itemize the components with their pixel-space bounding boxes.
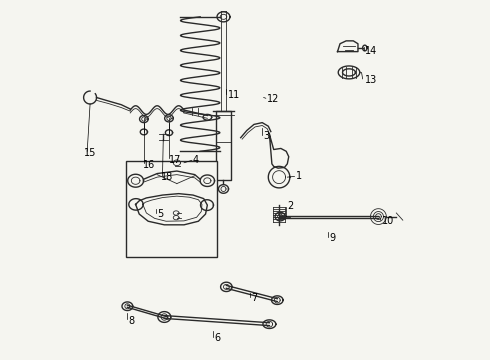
Text: 5: 5: [157, 209, 163, 219]
Text: 15: 15: [84, 148, 96, 158]
Text: 1: 1: [296, 171, 302, 181]
Text: 13: 13: [365, 75, 377, 85]
Text: 11: 11: [228, 90, 240, 100]
Text: 6: 6: [215, 333, 220, 343]
Bar: [126, 161, 218, 257]
Text: 14: 14: [365, 46, 377, 56]
Text: 2: 2: [287, 201, 294, 211]
Text: 18: 18: [161, 172, 173, 182]
Text: 3: 3: [263, 131, 269, 141]
Text: 4: 4: [193, 155, 199, 165]
Text: 7: 7: [251, 293, 258, 303]
Text: 12: 12: [267, 94, 280, 104]
Text: 17: 17: [169, 155, 181, 165]
Text: 9: 9: [329, 233, 335, 243]
Text: 8: 8: [128, 316, 135, 325]
Text: 10: 10: [382, 216, 394, 226]
Text: 16: 16: [143, 160, 155, 170]
